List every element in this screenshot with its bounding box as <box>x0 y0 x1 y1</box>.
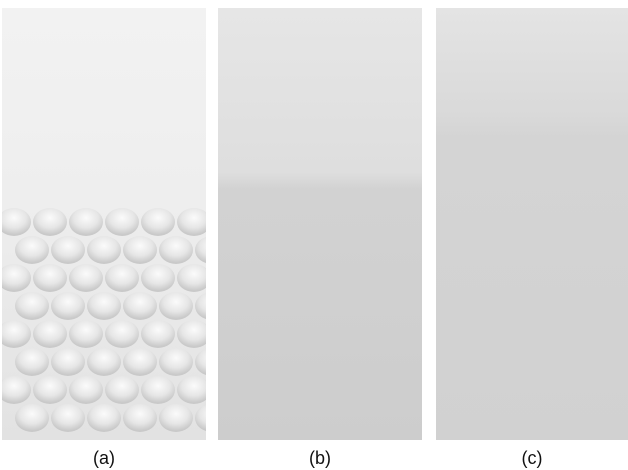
texture-bump <box>15 236 49 264</box>
texture-bump <box>69 264 103 292</box>
panel-c <box>436 8 628 440</box>
texture-bump <box>141 376 175 404</box>
texture-bump <box>105 376 139 404</box>
texture-bump <box>33 208 67 236</box>
texture-bump <box>159 348 193 376</box>
texture-bump <box>33 320 67 348</box>
texture-bump <box>159 292 193 320</box>
texture-bump <box>177 376 206 404</box>
panel-a-texture <box>2 208 206 432</box>
texture-bump <box>15 348 49 376</box>
texture-bump <box>51 292 85 320</box>
texture-bump <box>123 404 157 432</box>
texture-bump <box>87 236 121 264</box>
texture-bump <box>195 236 206 264</box>
texture-bump <box>51 348 85 376</box>
texture-bump <box>87 292 121 320</box>
texture-bump <box>159 404 193 432</box>
texture-bump <box>87 348 121 376</box>
texture-bump <box>123 236 157 264</box>
texture-bump <box>141 264 175 292</box>
panel-label: (b) <box>309 448 331 468</box>
panel-b <box>218 8 422 440</box>
texture-bump <box>69 208 103 236</box>
texture-bump <box>123 292 157 320</box>
texture-bump <box>105 264 139 292</box>
texture-bump <box>141 208 175 236</box>
panel-label: (a) <box>93 448 115 468</box>
texture-bump <box>2 264 31 292</box>
texture-bump <box>159 236 193 264</box>
texture-bump <box>2 376 31 404</box>
panel-label: (c) <box>522 448 543 468</box>
texture-bump <box>105 208 139 236</box>
texture-bump <box>123 348 157 376</box>
texture-bump <box>15 404 49 432</box>
texture-bump <box>2 320 31 348</box>
texture-bump <box>33 376 67 404</box>
texture-bump <box>177 320 206 348</box>
texture-bump <box>141 320 175 348</box>
texture-bump <box>195 348 206 376</box>
texture-bump <box>105 320 139 348</box>
texture-bump <box>195 292 206 320</box>
texture-bump <box>195 404 206 432</box>
texture-bump <box>69 320 103 348</box>
texture-bump <box>177 264 206 292</box>
texture-bump <box>51 236 85 264</box>
texture-bump <box>87 404 121 432</box>
texture-bump <box>177 208 206 236</box>
texture-bump <box>15 292 49 320</box>
texture-bump <box>51 404 85 432</box>
texture-bump <box>33 264 67 292</box>
texture-bump <box>2 208 31 236</box>
texture-bump <box>69 376 103 404</box>
